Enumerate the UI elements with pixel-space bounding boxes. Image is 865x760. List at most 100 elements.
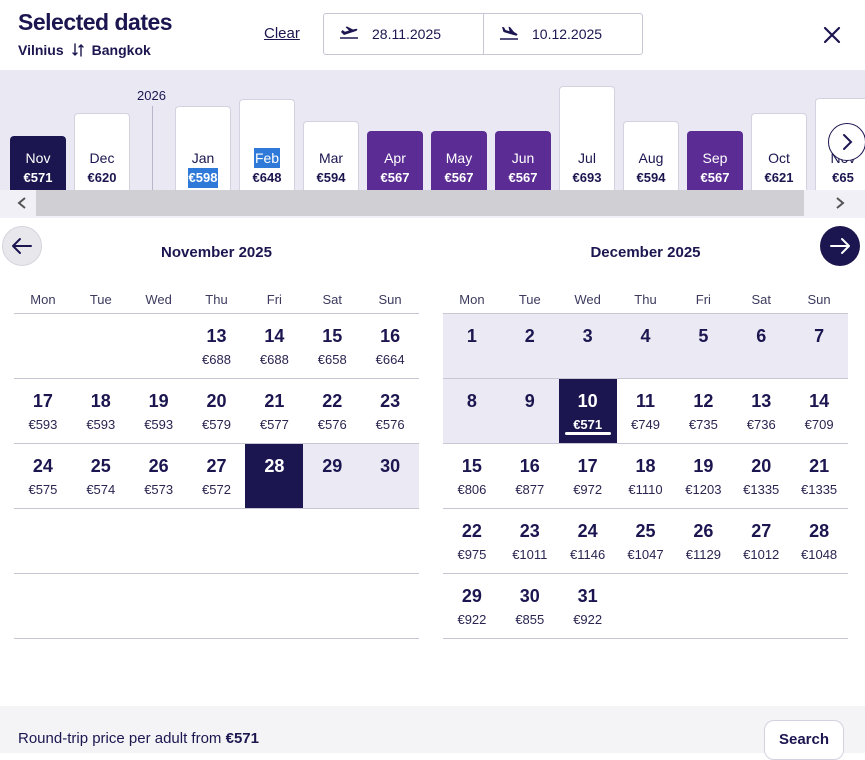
day-cell[interactable]: 9 bbox=[500, 379, 559, 443]
empty-day-cell bbox=[303, 574, 361, 638]
month-bar-dec[interactable]: Dec €620 bbox=[74, 112, 130, 190]
day-number: 12 bbox=[693, 391, 714, 411]
next-month-button[interactable] bbox=[820, 226, 860, 266]
day-cell[interactable]: 5 bbox=[674, 314, 733, 378]
day-number: 19 bbox=[148, 391, 169, 411]
month-bar-jun[interactable]: Jun €567 bbox=[495, 130, 551, 190]
day-cell[interactable]: 10 €571 bbox=[558, 379, 617, 443]
date-range-field[interactable]: 28.11.2025 10.12.2025 bbox=[323, 13, 643, 55]
day-cell[interactable]: 22 €975 bbox=[443, 509, 501, 573]
day-cell[interactable]: 2 bbox=[500, 314, 559, 378]
month-bar-apr[interactable]: Apr €567 bbox=[367, 130, 423, 190]
day-cell[interactable]: 26 €573 bbox=[130, 444, 188, 508]
day-cell[interactable]: 8 bbox=[443, 379, 501, 443]
day-cell[interactable]: 15 €806 bbox=[443, 444, 501, 508]
empty-day-cell bbox=[245, 509, 303, 573]
day-cell[interactable]: 19 €593 bbox=[130, 379, 188, 443]
return-date-field[interactable]: 10.12.2025 bbox=[483, 14, 642, 54]
day-cell[interactable]: 25 €1047 bbox=[617, 509, 675, 573]
close-button[interactable] bbox=[820, 23, 844, 47]
month-bar-aug[interactable]: Aug €594 bbox=[623, 121, 679, 190]
year-divider bbox=[152, 106, 153, 190]
month-bar-jul[interactable]: Jul €693 bbox=[559, 86, 615, 190]
day-cell[interactable]: 14 €709 bbox=[790, 379, 848, 443]
day-cell[interactable]: 21 €1335 bbox=[790, 444, 848, 508]
empty-day-cell bbox=[188, 574, 246, 638]
day-cell[interactable]: 3 bbox=[558, 314, 617, 378]
month-name: May bbox=[445, 150, 473, 166]
day-price: €576 bbox=[375, 417, 405, 432]
day-cell[interactable]: 27 €1012 bbox=[732, 509, 790, 573]
day-cell[interactable]: 25 €574 bbox=[72, 444, 130, 508]
day-cell[interactable]: 28 bbox=[245, 444, 304, 508]
month-name: Sep bbox=[702, 150, 728, 166]
day-cell[interactable]: 12 €735 bbox=[674, 379, 732, 443]
day-number: 25 bbox=[90, 456, 111, 476]
day-cell[interactable]: 17 €593 bbox=[14, 379, 72, 443]
day-number: 18 bbox=[635, 456, 656, 476]
month-strip-scrollbar[interactable] bbox=[0, 190, 865, 218]
day-cell[interactable]: 28 €1048 bbox=[790, 509, 848, 573]
scrollbar-thumb[interactable] bbox=[36, 190, 804, 216]
day-cell[interactable]: 22 €576 bbox=[303, 379, 361, 443]
day-number: 9 bbox=[524, 391, 535, 411]
day-cell[interactable]: 20 €1335 bbox=[732, 444, 790, 508]
day-cell[interactable]: 29 €922 bbox=[443, 574, 501, 638]
day-cell[interactable]: 16 €664 bbox=[361, 314, 419, 378]
clear-button[interactable]: Clear bbox=[264, 25, 300, 42]
day-cell[interactable]: 23 €1011 bbox=[501, 509, 559, 573]
month-price: €620 bbox=[87, 170, 117, 185]
month-name: Feb bbox=[253, 148, 281, 168]
day-cell[interactable]: 17 €972 bbox=[559, 444, 617, 508]
month-bar-may[interactable]: May €567 bbox=[431, 130, 487, 190]
scroll-left-button[interactable] bbox=[4, 190, 40, 216]
previous-month-button[interactable] bbox=[2, 226, 42, 266]
day-cell[interactable]: 7 bbox=[790, 314, 849, 378]
destination-city: Bangkok bbox=[91, 42, 151, 58]
empty-day-cell bbox=[72, 314, 130, 378]
search-button[interactable]: Search bbox=[764, 720, 844, 760]
strip-next-button[interactable] bbox=[828, 123, 865, 161]
calendar-november: November 2025 Mon Tue Wed Thu Fri Sat Sun 13 €688… bbox=[14, 244, 420, 639]
empty-day-cell bbox=[188, 509, 246, 573]
day-cell[interactable]: 13 €736 bbox=[732, 379, 790, 443]
day-cell[interactable]: 4 bbox=[616, 314, 675, 378]
day-cell[interactable]: 30 bbox=[361, 444, 420, 508]
month-bar-oct[interactable]: Oct €621 bbox=[751, 112, 807, 190]
day-number: 14 bbox=[264, 326, 285, 346]
day-cell[interactable]: 21 €577 bbox=[245, 379, 303, 443]
day-cell[interactable]: 26 €1129 bbox=[674, 509, 732, 573]
weekday-label: Fri bbox=[266, 292, 282, 307]
month-bar-jan[interactable]: Jan €598 bbox=[175, 106, 231, 190]
day-cell[interactable]: 31 €922 bbox=[559, 574, 617, 638]
day-cell[interactable]: 20 €579 bbox=[188, 379, 246, 443]
day-cell[interactable]: 29 bbox=[303, 444, 362, 508]
month-name: Apr bbox=[384, 150, 406, 166]
day-number: 19 bbox=[693, 456, 714, 476]
day-cell[interactable]: 19 €1203 bbox=[674, 444, 732, 508]
day-cell[interactable]: 15 €658 bbox=[303, 314, 361, 378]
day-cell[interactable]: 6 bbox=[732, 314, 791, 378]
day-cell[interactable]: 23 €576 bbox=[361, 379, 419, 443]
day-cell[interactable]: 1 bbox=[443, 314, 501, 378]
day-cell[interactable]: 13 €688 bbox=[188, 314, 246, 378]
month-bar-feb[interactable]: Feb €648 bbox=[239, 98, 295, 190]
day-number: 13 bbox=[751, 391, 772, 411]
day-cell[interactable]: 18 €1110 bbox=[617, 444, 675, 508]
month-bar-mar[interactable]: Mar €594 bbox=[303, 121, 359, 190]
month-bar-sep[interactable]: Sep €567 bbox=[687, 130, 743, 190]
day-cell[interactable]: 11 €749 bbox=[617, 379, 675, 443]
day-cell[interactable]: 24 €1146 bbox=[559, 509, 617, 573]
month-bar-nov[interactable]: Nov €571 bbox=[10, 135, 66, 190]
day-cell[interactable]: 16 €877 bbox=[501, 444, 559, 508]
day-cell[interactable]: 18 €593 bbox=[72, 379, 130, 443]
calendar-week-row: 22 €975 23 €1011 24 €1146 25 €1047 26 €1129 27 €101… bbox=[443, 509, 848, 574]
day-cell[interactable]: 27 €572 bbox=[188, 444, 246, 508]
day-cell[interactable]: 30 €855 bbox=[501, 574, 559, 638]
chevron-right-icon bbox=[843, 134, 853, 150]
day-cell[interactable]: 24 €575 bbox=[14, 444, 72, 508]
page-title: Selected dates bbox=[18, 9, 173, 35]
day-cell[interactable]: 14 €688 bbox=[245, 314, 303, 378]
departure-date-field[interactable]: 28.11.2025 bbox=[324, 14, 483, 54]
scroll-right-button[interactable] bbox=[822, 190, 858, 216]
